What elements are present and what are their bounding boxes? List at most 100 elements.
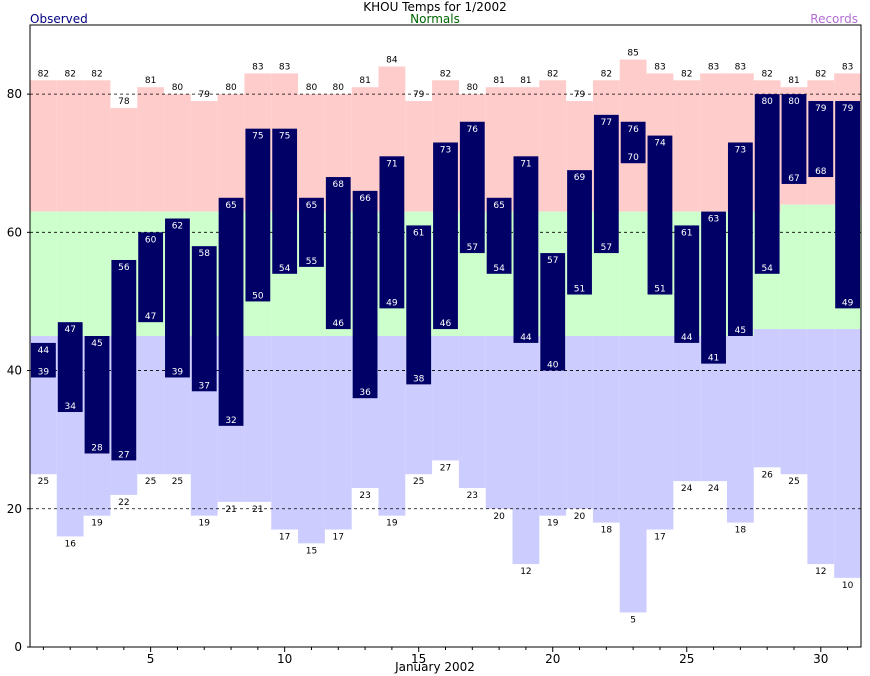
observed-high-label: 76	[467, 125, 479, 135]
observed-bar	[57, 322, 83, 413]
record-low-band	[378, 336, 406, 516]
observed-low-label: 57	[467, 243, 478, 253]
record-high-band	[137, 87, 165, 212]
observed-bar	[647, 135, 673, 295]
observed-bar	[674, 225, 700, 343]
observed-bar	[459, 121, 485, 254]
record-low-band	[807, 329, 835, 565]
observed-high-label: 61	[413, 228, 424, 238]
record-high-label: 81	[493, 76, 504, 86]
observed-low-label: 37	[199, 381, 210, 391]
observed-low-label: 36	[359, 388, 371, 398]
observed-low-label: 45	[735, 326, 746, 336]
record-high-label: 83	[252, 62, 263, 72]
observed-bar	[138, 232, 164, 323]
record-low-band	[619, 336, 647, 613]
record-low-label: 15	[306, 546, 317, 556]
observed-high-label: 71	[520, 159, 531, 169]
record-high-label: 82	[681, 69, 692, 79]
record-high-label: 82	[761, 69, 772, 79]
observed-high-label: 79	[815, 104, 827, 114]
record-high-label: 80	[467, 83, 479, 93]
record-high-label: 82	[91, 69, 102, 79]
record-high-label: 79	[413, 90, 425, 100]
legend-observed: Observed	[30, 12, 88, 26]
x-axis-label: January 2002	[395, 660, 475, 674]
observed-bar	[299, 197, 324, 267]
observed-low-label: 41	[708, 354, 719, 364]
observed-low-label: 54	[761, 264, 773, 274]
observed-low-label: 34	[64, 402, 76, 412]
normal-band	[780, 204, 808, 330]
observed-high-label: 61	[681, 228, 692, 238]
observed-low-label: 44	[681, 333, 693, 343]
observed-bar	[486, 197, 512, 274]
record-high-label: 81	[788, 76, 799, 86]
record-low-label: 25	[788, 477, 799, 487]
record-low-label: 25	[413, 477, 424, 487]
observed-low-label: 40	[547, 361, 559, 371]
observed-high-label: 62	[172, 222, 183, 232]
y-tick-label: 60	[7, 225, 22, 239]
observed-high-label: 47	[64, 325, 75, 335]
x-tick-label: 30	[813, 652, 828, 666]
record-low-label: 19	[91, 519, 103, 529]
record-high-band	[83, 80, 111, 212]
record-low-label: 17	[654, 533, 665, 543]
record-high-label: 80	[225, 83, 237, 93]
observed-high-label: 68	[333, 180, 345, 190]
observed-high-label: 56	[118, 263, 130, 273]
observed-high-label: 71	[386, 159, 397, 169]
record-low-band	[646, 336, 674, 530]
record-high-label: 82	[64, 69, 75, 79]
record-low-label: 22	[118, 498, 129, 508]
record-low-label: 23	[467, 491, 478, 501]
observed-bar	[781, 94, 807, 184]
record-low-band	[673, 336, 701, 482]
record-low-label: 12	[815, 567, 826, 577]
record-low-label: 18	[735, 526, 747, 536]
observed-low-label: 39	[38, 367, 50, 377]
record-low-label: 25	[145, 477, 156, 487]
record-low-label: 17	[279, 533, 290, 543]
record-high-band	[485, 87, 513, 212]
record-high-band	[190, 101, 218, 212]
record-high-label: 83	[279, 62, 290, 72]
record-low-label: 18	[601, 526, 613, 536]
observed-high-label: 65	[225, 201, 236, 211]
record-low-label: 16	[64, 539, 76, 549]
observed-bar	[513, 156, 539, 343]
record-high-label: 83	[708, 62, 719, 72]
record-high-label: 83	[654, 62, 665, 72]
record-low-label: 5	[630, 615, 636, 625]
observed-high-label: 76	[627, 125, 639, 135]
observed-high-label: 77	[601, 118, 612, 128]
x-tick-label: 10	[277, 652, 292, 666]
observed-high-label: 63	[708, 215, 719, 225]
record-high-band	[217, 94, 245, 212]
record-high-label: 83	[842, 62, 853, 72]
observed-low-label: 27	[118, 450, 129, 460]
record-low-label: 10	[842, 581, 854, 591]
record-high-label: 81	[145, 76, 156, 86]
observed-high-label: 80	[761, 97, 773, 107]
record-high-label: 80	[306, 83, 318, 93]
record-high-band	[405, 101, 433, 212]
chart-title: KHOU Temps for 1/2002	[363, 0, 507, 14]
observed-low-label: 54	[493, 264, 505, 274]
record-high-label: 81	[520, 76, 531, 86]
observed-low-label: 54	[279, 264, 291, 274]
record-low-label: 24	[708, 484, 720, 494]
observed-bar	[406, 225, 432, 385]
observed-low-label: 32	[225, 416, 236, 426]
normal-band	[83, 211, 111, 336]
record-high-band	[56, 80, 84, 212]
observed-low-label: 68	[815, 167, 827, 177]
record-low-label: 12	[520, 567, 531, 577]
record-low-label: 19	[199, 519, 211, 529]
normal-band	[30, 211, 57, 336]
record-low-label: 25	[38, 477, 49, 487]
record-high-label: 82	[815, 69, 826, 79]
observed-bar	[835, 101, 860, 309]
